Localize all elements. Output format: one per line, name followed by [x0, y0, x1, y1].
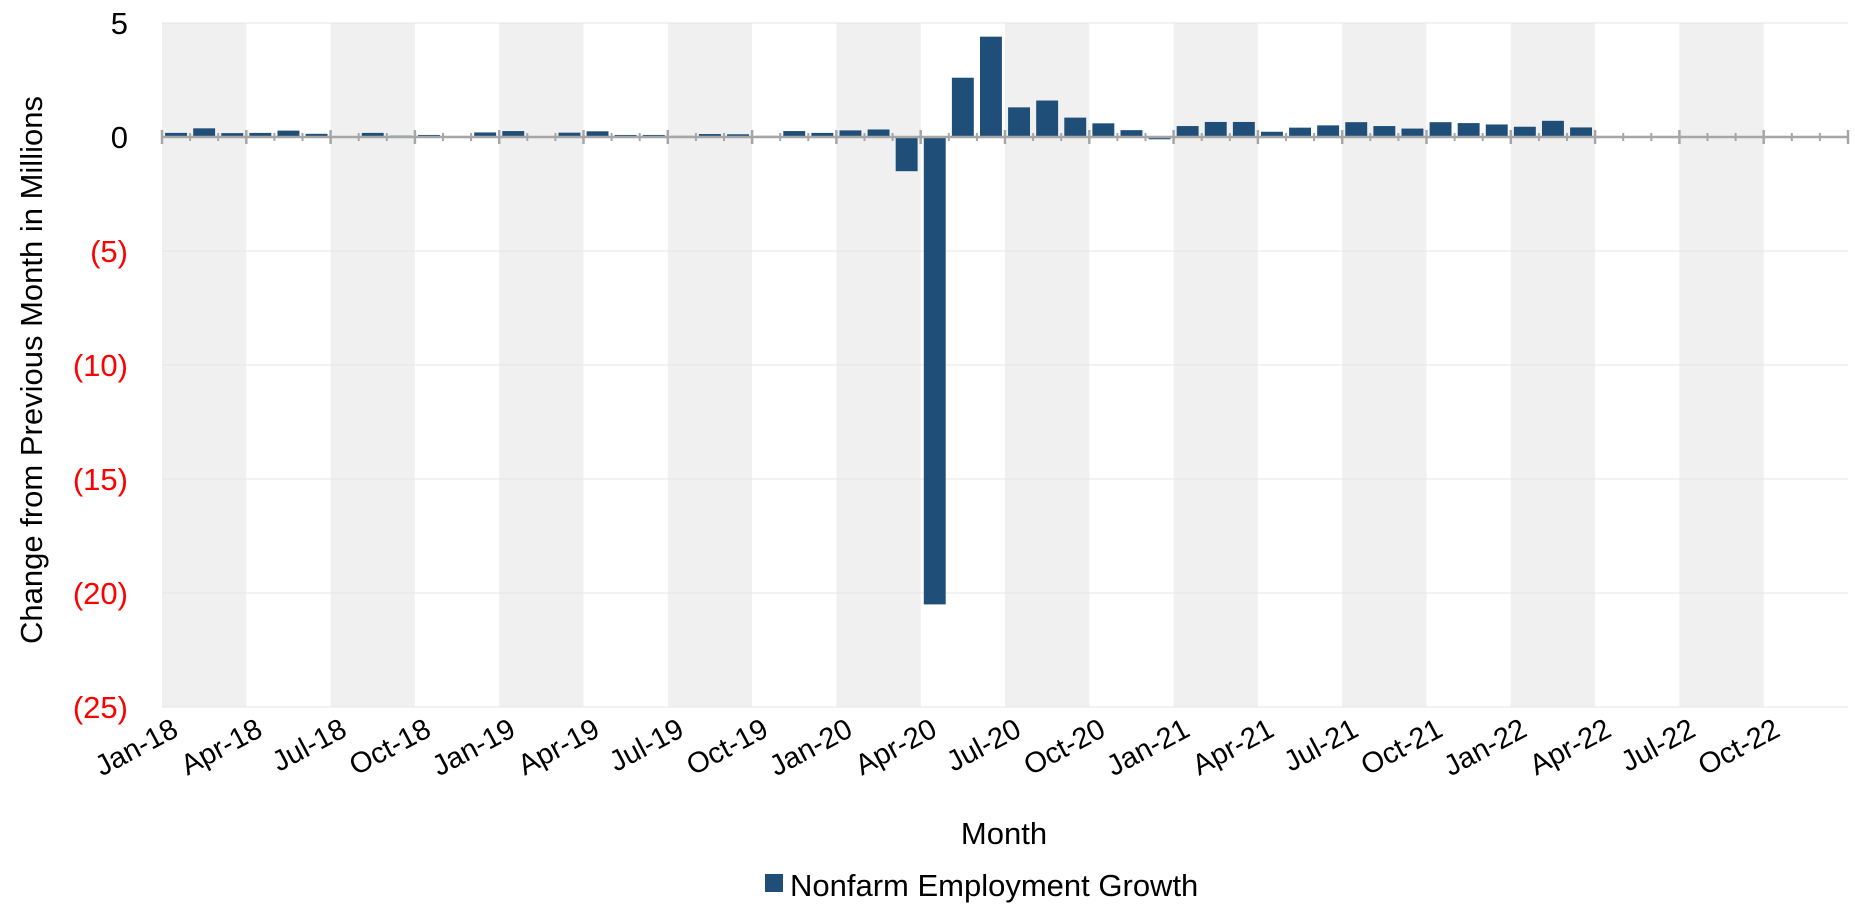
x-tick-label: Jan-19: [427, 713, 520, 783]
bar-Feb-21: [1204, 121, 1227, 137]
bar-Jul-20: [1008, 107, 1031, 137]
bar-Sep-20: [1064, 117, 1087, 137]
bar-Sep-19: [727, 134, 750, 137]
bar-Apr-21: [1260, 131, 1283, 137]
bar-Aug-19: [698, 134, 721, 137]
bar-May-21: [1289, 127, 1312, 137]
bar-Aug-21: [1373, 126, 1396, 137]
bar-Aug-18: [361, 132, 384, 137]
bar-Jan-22: [1513, 126, 1536, 137]
x-tick-label: Apr-20: [850, 713, 942, 782]
bar-Apr-18: [249, 132, 272, 137]
bar-Sep-21: [1401, 128, 1424, 137]
bar-Feb-18: [193, 128, 216, 137]
y-tick-label: (20): [73, 576, 128, 611]
y-axis-title: Change from Previous Month in Millions: [14, 96, 49, 644]
x-tick-label: Apr-18: [176, 713, 268, 782]
legend-label: Nonfarm Employment Growth: [790, 868, 1198, 903]
x-tick-label: Apr-19: [513, 713, 605, 782]
bar-Nov-19: [783, 131, 806, 137]
bar-Dec-21: [1485, 124, 1508, 137]
x-tick-label: Jan-22: [1439, 713, 1532, 783]
x-tick-label: Jul-18: [267, 713, 352, 778]
bar-May-20: [951, 77, 974, 137]
y-tick-label: (10): [73, 348, 128, 383]
bar-Mar-21: [1232, 121, 1255, 137]
x-tick-label: Jul-20: [942, 713, 1027, 778]
y-tick-label: 0: [111, 120, 128, 155]
y-tick-label: (25): [73, 690, 128, 725]
x-tick-label: Oct-18: [344, 713, 436, 782]
x-tick-label: Oct-20: [1019, 713, 1111, 782]
x-tick-label: Apr-21: [1187, 713, 1279, 782]
x-tick-label: Apr-22: [1525, 713, 1617, 782]
bar-Mar-22: [1570, 127, 1593, 137]
bar-May-18: [277, 130, 300, 137]
bar-Mar-19: [558, 132, 581, 137]
bar-Jul-21: [1345, 122, 1368, 137]
x-tick-label: Jul-19: [604, 713, 689, 778]
x-tick-label: Jan-20: [764, 713, 857, 783]
chart-axes: [160, 130, 1850, 144]
bar-Mar-18: [221, 133, 244, 137]
bar-Nov-20: [1120, 130, 1143, 137]
y-tick-label: (5): [90, 234, 128, 269]
x-tick-label: Jan-21: [1102, 713, 1195, 783]
bar-Jun-18: [305, 133, 328, 137]
bar-Mar-20: [895, 137, 918, 172]
bar-Feb-22: [1541, 120, 1564, 137]
x-axis-title: Month: [961, 816, 1047, 851]
y-tick-label: (15): [73, 462, 128, 497]
bar-Dec-19: [811, 132, 834, 137]
x-tick-label: Jul-21: [1279, 713, 1364, 778]
x-tick-label: Jul-22: [1616, 713, 1701, 778]
x-tick-label: Oct-19: [682, 713, 774, 782]
x-tick-label: Oct-21: [1356, 713, 1448, 782]
bar-Jan-18: [165, 132, 188, 137]
bar-Oct-20: [1092, 123, 1115, 137]
bar-Feb-20: [867, 129, 890, 137]
y-axis-tick-labels: 5 0 (5) (10) (15) (20) (25): [73, 6, 128, 725]
chart-gridlines: [162, 22, 1848, 708]
bar-Oct-21: [1429, 122, 1452, 137]
bar-Dec-18: [474, 132, 497, 137]
y-tick-label: 5: [111, 6, 128, 41]
bar-Apr-20: [923, 137, 946, 605]
legend-swatch: [765, 874, 783, 892]
bar-Jun-20: [979, 36, 1002, 137]
bar-Apr-19: [586, 131, 609, 137]
bar-Jan-21: [1176, 126, 1199, 137]
bar-Aug-20: [1036, 100, 1059, 137]
bar-Jun-21: [1317, 125, 1340, 137]
bar-Jan-20: [839, 130, 862, 137]
bar-Jan-19: [502, 131, 525, 137]
x-tick-label: Oct-22: [1693, 713, 1785, 782]
legend: Nonfarm Employment Growth: [765, 868, 1198, 903]
bar-Nov-21: [1457, 123, 1480, 137]
